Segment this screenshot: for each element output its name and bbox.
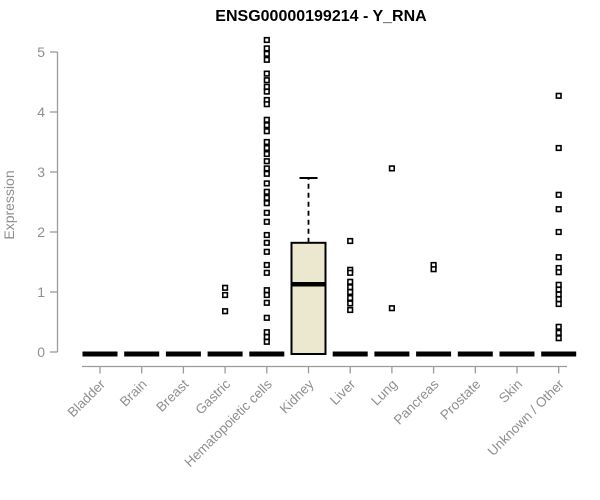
outlier-point: [222, 291, 229, 299]
outlier-point: [347, 288, 354, 296]
outlier-point: [263, 36, 270, 44]
x-category-label: Prostate: [437, 377, 483, 423]
outlier-point: [555, 335, 562, 342]
outlier-point: [263, 83, 270, 90]
outlier-point: [263, 122, 270, 129]
outlier-point: [347, 294, 354, 302]
outlier-point: [555, 92, 562, 99]
outlier-point: [263, 56, 270, 63]
outlier-point: [263, 128, 270, 135]
x-category-label: Skin: [496, 377, 525, 406]
outlier-point: [263, 269, 270, 276]
box: [290, 241, 327, 355]
outlier-point: [388, 305, 396, 312]
y-tick-label: 0: [37, 344, 45, 360]
chart-title: ENSG00000199214 - Y_RNA: [215, 8, 427, 25]
outlier-point: [555, 269, 562, 276]
x-category-label: Liver: [327, 376, 359, 408]
outlier-point: [555, 300, 562, 308]
x-category-label: Gastric: [192, 376, 233, 417]
outlier-point: [555, 206, 562, 213]
outlier-point: [555, 254, 562, 261]
outlier-point: [263, 209, 270, 216]
y-axis-label: Expression: [1, 170, 17, 239]
outlier-point: [347, 300, 354, 307]
outlier-point: [555, 323, 562, 330]
outlier-point: [555, 286, 562, 293]
outlier-point: [555, 281, 562, 288]
outlier-point: [263, 333, 270, 341]
outlier-point: [555, 191, 562, 198]
x-category-label: Lung: [368, 377, 400, 409]
outlier-point: [263, 138, 270, 146]
outlier-point: [347, 237, 354, 245]
outlier-point: [388, 165, 396, 172]
outlier-point: [222, 284, 229, 291]
y-tick-label: 3: [37, 164, 45, 180]
outlier-point: [263, 287, 270, 294]
y-tick-label: 4: [37, 104, 45, 120]
x-category-label: Breast: [153, 376, 191, 414]
outlier-point: [555, 296, 562, 303]
outlier-point: [555, 144, 562, 152]
outlier-point: [263, 165, 270, 172]
x-category-label: Kidney: [277, 376, 317, 416]
outlier-point: [263, 170, 270, 177]
outlier-point: [263, 261, 270, 269]
outlier-point: [347, 284, 354, 291]
outlier-point: [263, 338, 270, 345]
outlier-point: [555, 228, 562, 236]
x-category-label: Brain: [117, 377, 150, 410]
outlier-point: [263, 116, 270, 123]
x-category-label: Bladder: [65, 376, 109, 420]
outlier-point: [555, 329, 562, 336]
outlier-point: [347, 269, 354, 276]
y-tick-label: 2: [37, 224, 45, 240]
outlier-point: [263, 291, 270, 299]
outlier-point: [263, 299, 270, 306]
outlier-point: [430, 266, 437, 273]
outlier-point: [263, 150, 270, 158]
y-tick-label: 1: [37, 284, 45, 300]
outlier-point: [263, 77, 270, 84]
outlier-point: [263, 188, 270, 195]
outlier-point: [263, 231, 270, 239]
x-category-label: Unknown / Other: [485, 376, 568, 459]
outlier-point: [263, 200, 270, 207]
outlier-point: [347, 306, 354, 314]
outlier-point: [263, 194, 270, 201]
x-category-label: Pancreas: [391, 376, 442, 427]
outlier-point: [222, 308, 229, 315]
outlier-point: [263, 248, 270, 255]
outlier-point: [263, 50, 270, 57]
y-tick-label: 5: [37, 44, 45, 60]
outlier-point: [263, 314, 270, 321]
outlier-point: [263, 101, 270, 108]
outlier-point: [263, 239, 270, 246]
outlier-point: [263, 180, 270, 187]
outlier-point: [263, 88, 270, 95]
outlier-point: [263, 45, 270, 52]
outlier-point: [555, 291, 562, 298]
outlier-point: [263, 70, 270, 77]
outlier-point: [263, 218, 270, 225]
outlier-point: [263, 158, 270, 165]
outlier-point: [263, 329, 270, 336]
outlier-point: [263, 144, 270, 152]
outlier-point: [347, 278, 354, 285]
